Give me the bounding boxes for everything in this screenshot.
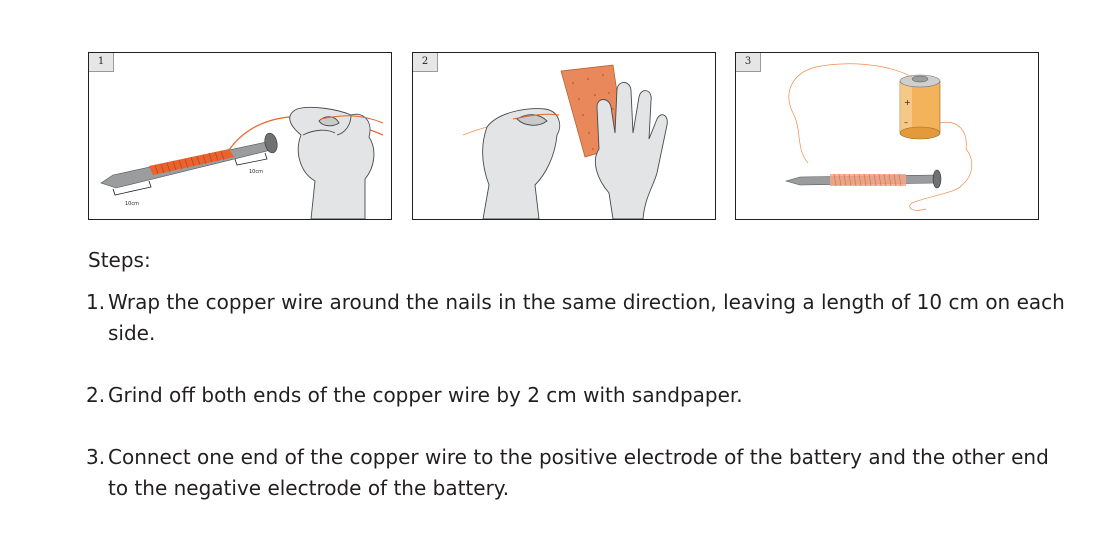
- gloved-hand-left: [482, 108, 561, 219]
- panel-number: 1: [89, 53, 114, 72]
- panel-number: 2: [413, 53, 438, 72]
- copper-wire: [320, 115, 384, 124]
- step-number: 2.: [86, 383, 106, 407]
- step-text: Grind off both ends of the copper wire b…: [108, 383, 743, 407]
- diagram-panel-3: 3 + –: [735, 52, 1039, 220]
- step-item: 3. Connect one end of the copper wire to…: [86, 442, 1066, 504]
- battery: + –: [899, 74, 941, 140]
- copper-wire: [512, 113, 560, 120]
- battery-positive-label: +: [904, 98, 911, 107]
- diagram-panel-2: 2: [412, 52, 716, 220]
- step-text: Wrap the copper wire around the nails in…: [108, 290, 1065, 345]
- electromagnet-nail: [784, 169, 942, 189]
- gloved-hand-right: [595, 82, 668, 219]
- length-bracket: [112, 152, 268, 196]
- wire-length-label: 10cm: [249, 169, 263, 175]
- step-number: 1.: [86, 290, 106, 314]
- steps-heading: Steps:: [88, 248, 151, 272]
- steps-list: 1. Wrap the copper wire around the nails…: [86, 287, 1066, 504]
- panel-3-illustration: + –: [784, 63, 973, 211]
- gloved-hand: [289, 106, 375, 219]
- panel-2-illustration: [462, 64, 668, 219]
- step-number: 3.: [86, 445, 106, 469]
- step-item: 2. Grind off both ends of the copper wir…: [86, 380, 1066, 411]
- copper-wire-negative: [909, 121, 973, 211]
- copper-wire-positive: [788, 63, 913, 164]
- step-item: 1. Wrap the copper wire around the nails…: [86, 287, 1066, 349]
- copper-coil: [149, 149, 234, 175]
- panel-1-illustration: 10cm 10cm: [100, 106, 384, 219]
- panel-number: 3: [736, 53, 761, 72]
- wire-length-label: 10cm: [125, 201, 139, 207]
- battery-negative-label: –: [904, 118, 908, 127]
- step-text: Connect one end of the copper wire to th…: [108, 445, 1049, 500]
- diagram-panel-1: 1 10cm 10cm: [88, 52, 392, 220]
